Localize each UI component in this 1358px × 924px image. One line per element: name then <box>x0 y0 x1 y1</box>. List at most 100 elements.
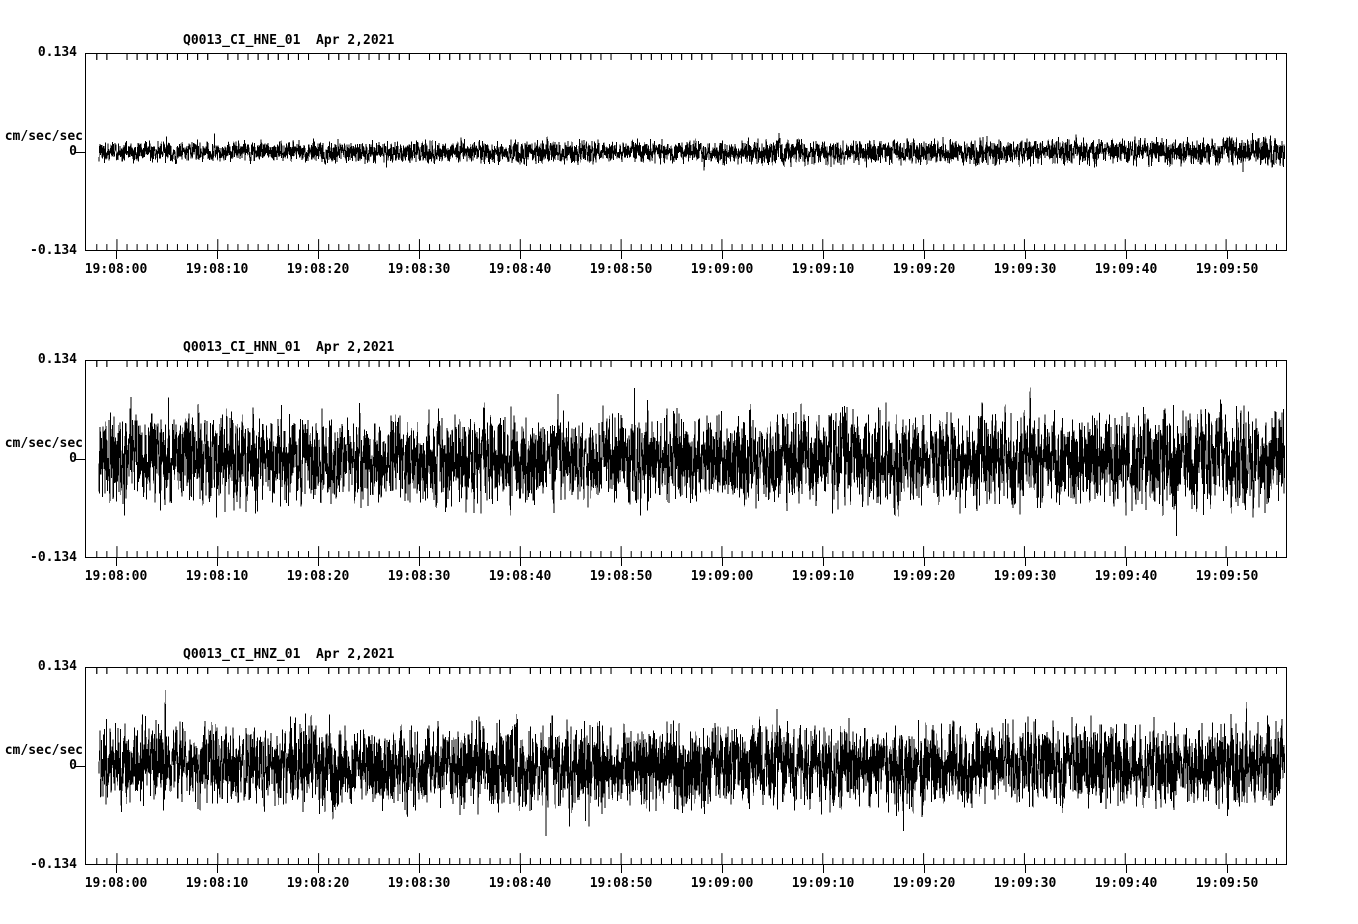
x-tick-label: 19:09:50 <box>1195 569 1259 584</box>
panel-title: Q0013_CI_HNN_01 Apr 2,2021 <box>183 340 395 355</box>
x-major-tick <box>722 251 723 259</box>
panel-title: Q0013_CI_HNZ_01 Apr 2,2021 <box>183 647 395 662</box>
plot-frame <box>85 360 1287 558</box>
waveform-trace <box>96 361 1286 557</box>
x-tick-label: 19:08:50 <box>589 262 653 277</box>
x-tick-label: 19:09:40 <box>1094 876 1158 891</box>
x-tick-label: 19:08:00 <box>84 876 148 891</box>
x-axis-major-ticks <box>85 865 1287 885</box>
x-major-tick <box>116 558 117 566</box>
x-tick-label: 19:08:10 <box>185 569 249 584</box>
panel-title: Q0013_CI_HNE_01 Apr 2,2021 <box>183 33 395 48</box>
x-major-tick <box>1126 865 1127 873</box>
x-major-tick <box>722 865 723 873</box>
x-tick-label: 19:09:20 <box>892 569 956 584</box>
x-major-tick <box>1025 865 1026 873</box>
x-major-tick <box>217 251 218 259</box>
x-tick-label: 19:08:10 <box>185 876 249 891</box>
x-major-tick <box>1025 251 1026 259</box>
x-major-tick <box>823 251 824 259</box>
x-major-tick <box>823 558 824 566</box>
x-major-tick <box>419 558 420 566</box>
plot-frame <box>85 53 1287 251</box>
x-tick-label: 19:09:30 <box>993 876 1057 891</box>
y-tick-label-min: -0.134 <box>30 550 77 565</box>
x-major-tick <box>318 558 319 566</box>
x-major-tick <box>621 865 622 873</box>
x-major-tick <box>318 865 319 873</box>
x-axis-tick-marks <box>96 668 1278 864</box>
x-tick-label: 19:09:40 <box>1094 262 1158 277</box>
y-axis-zero-tick <box>74 766 85 767</box>
x-major-tick <box>722 558 723 566</box>
y-tick-label-zero: 0 <box>69 451 77 466</box>
x-axis-tick-marks <box>96 361 1278 557</box>
x-major-tick <box>1126 251 1127 259</box>
y-axis-zero-tick <box>74 459 85 460</box>
x-tick-label: 19:08:40 <box>488 876 552 891</box>
x-tick-label: 19:08:40 <box>488 569 552 584</box>
x-major-tick <box>217 865 218 873</box>
x-tick-label: 19:09:50 <box>1195 262 1259 277</box>
x-tick-label: 19:09:20 <box>892 876 956 891</box>
x-major-tick <box>520 251 521 259</box>
x-tick-label: 19:08:20 <box>286 876 350 891</box>
x-tick-label: 19:08:30 <box>387 876 451 891</box>
y-tick-label-zero: 0 <box>69 144 77 159</box>
x-axis-tick-labels: 19:08:00 19:08:10 19:08:20 19:08:30 19:08:40… <box>0 877 1358 895</box>
y-tick-label-min: -0.134 <box>30 243 77 258</box>
x-tick-label: 19:09:00 <box>690 262 754 277</box>
waveform-trace <box>96 54 1286 250</box>
trace-line-hnz <box>98 689 1286 837</box>
x-axis-major-ticks <box>85 251 1287 271</box>
x-major-tick <box>1025 558 1026 566</box>
x-tick-label: 19:09:30 <box>993 569 1057 584</box>
trace-line-hne <box>98 132 1286 173</box>
x-major-tick <box>1126 558 1127 566</box>
x-axis-tick-labels: 19:08:00 19:08:10 19:08:20 19:08:30 19:08:40… <box>0 570 1358 588</box>
x-tick-label: 19:09:20 <box>892 262 956 277</box>
y-tick-label-max: 0.134 <box>37 352 77 367</box>
x-major-tick <box>621 558 622 566</box>
x-tick-label: 19:09:10 <box>791 262 855 277</box>
x-major-tick <box>1227 865 1228 873</box>
x-tick-label: 19:08:40 <box>488 262 552 277</box>
x-major-tick <box>823 865 824 873</box>
x-tick-label: 19:09:50 <box>1195 876 1259 891</box>
y-axis-zero-tick <box>74 152 85 153</box>
x-major-tick <box>116 865 117 873</box>
x-tick-label: 19:08:10 <box>185 262 249 277</box>
trace-line-hnn <box>98 387 1286 537</box>
x-tick-label: 19:08:00 <box>84 569 148 584</box>
waveform-trace <box>96 668 1286 864</box>
y-axis-units-label: cm/sec/sec <box>4 129 83 144</box>
x-tick-label: 19:09:10 <box>791 569 855 584</box>
x-major-tick <box>924 558 925 566</box>
x-tick-label: 19:08:30 <box>387 262 451 277</box>
x-major-tick <box>621 251 622 259</box>
x-major-tick <box>924 865 925 873</box>
x-tick-label: 19:09:40 <box>1094 569 1158 584</box>
y-axis-units-label: cm/sec/sec <box>4 436 83 451</box>
x-tick-label: 19:08:50 <box>589 569 653 584</box>
x-major-tick <box>520 558 521 566</box>
y-tick-label-zero: 0 <box>69 758 77 773</box>
x-major-tick <box>419 251 420 259</box>
x-major-tick <box>1227 558 1228 566</box>
x-axis-tick-labels: 19:08:00 19:08:10 19:08:20 19:08:30 19:08:40… <box>0 263 1358 281</box>
x-major-tick <box>924 251 925 259</box>
y-tick-label-max: 0.134 <box>37 45 77 60</box>
x-major-tick <box>217 558 218 566</box>
x-major-tick <box>520 865 521 873</box>
x-tick-label: 19:08:20 <box>286 569 350 584</box>
x-major-tick <box>419 865 420 873</box>
x-axis-tick-marks <box>96 54 1278 250</box>
x-tick-label: 19:08:20 <box>286 262 350 277</box>
x-major-tick <box>116 251 117 259</box>
y-tick-label-max: 0.134 <box>37 659 77 674</box>
x-major-tick <box>318 251 319 259</box>
x-major-tick <box>1227 251 1228 259</box>
x-axis-major-ticks <box>85 558 1287 578</box>
x-tick-label: 19:09:10 <box>791 876 855 891</box>
